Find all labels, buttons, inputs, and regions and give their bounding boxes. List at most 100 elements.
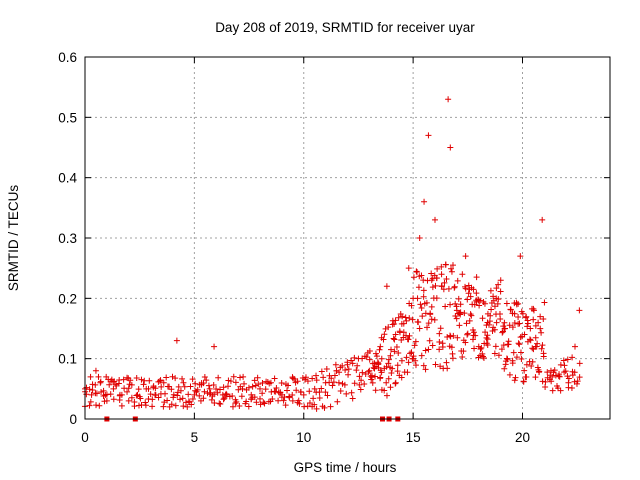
data-point — [511, 377, 518, 384]
data-point — [521, 367, 528, 374]
data-point — [404, 369, 411, 376]
data-point — [541, 299, 548, 306]
data-point — [389, 365, 396, 372]
data-point — [412, 338, 419, 345]
data-point — [180, 403, 187, 410]
data-point — [124, 388, 131, 395]
data-point — [107, 391, 114, 398]
data-point — [470, 286, 477, 293]
data-point — [479, 315, 486, 322]
data-point — [278, 379, 285, 386]
data-point — [135, 386, 142, 393]
data-point — [181, 383, 188, 390]
data-point — [381, 387, 388, 394]
data-point — [503, 300, 510, 307]
data-point — [538, 345, 545, 352]
data-point — [553, 383, 560, 390]
data-point — [411, 342, 418, 349]
data-point — [397, 310, 404, 317]
data-point — [443, 275, 450, 282]
data-point — [142, 402, 149, 409]
data-point — [295, 397, 302, 404]
data-point — [235, 386, 242, 393]
data-point — [482, 329, 489, 336]
data-point — [459, 353, 466, 360]
data-point — [480, 354, 487, 361]
data-point — [491, 350, 498, 357]
data-point — [275, 397, 282, 404]
data-point — [536, 368, 543, 375]
data-point — [454, 277, 461, 284]
data-point — [357, 386, 364, 393]
data-point — [332, 361, 339, 368]
data-point — [92, 381, 99, 388]
data-point — [493, 285, 500, 292]
data-point — [537, 325, 544, 332]
x-tick-label: 5 — [191, 430, 199, 445]
data-point — [243, 398, 250, 405]
data-point — [420, 287, 427, 294]
data-point — [428, 270, 435, 277]
data-point — [259, 380, 266, 387]
data-point — [530, 346, 537, 353]
data-point — [300, 391, 307, 398]
data-point — [342, 367, 349, 374]
data-point — [499, 329, 506, 336]
data-point — [211, 343, 218, 350]
data-point — [160, 403, 167, 410]
data-point — [428, 316, 435, 323]
data-point — [540, 316, 547, 323]
data-point — [433, 275, 440, 282]
data-point — [245, 384, 252, 391]
data-point — [385, 375, 392, 382]
data-point — [560, 357, 567, 364]
data-point — [313, 405, 320, 412]
data-point — [495, 296, 502, 303]
data-point — [106, 381, 113, 388]
data-point — [89, 387, 96, 394]
data-point — [487, 312, 494, 319]
data-point — [517, 334, 524, 341]
data-point — [140, 381, 147, 388]
data-point — [576, 374, 583, 381]
data-point — [556, 373, 563, 380]
data-point — [216, 400, 223, 407]
data-point — [414, 318, 421, 325]
data-point — [356, 381, 363, 388]
data-point — [392, 331, 399, 338]
data-point — [395, 350, 402, 357]
data-point — [349, 395, 356, 402]
data-point — [491, 326, 498, 333]
x-tick-label: 10 — [296, 430, 311, 445]
data-point — [515, 313, 522, 320]
data-point — [313, 377, 320, 384]
data-point — [522, 374, 529, 381]
data-point — [189, 396, 196, 403]
data-point — [387, 384, 394, 391]
data-point — [557, 361, 564, 368]
data-point — [191, 391, 198, 398]
data-point — [523, 313, 530, 320]
data-point — [313, 372, 320, 379]
data-point — [141, 377, 148, 384]
data-point — [245, 403, 252, 410]
data-point — [462, 283, 469, 290]
data-point — [443, 359, 450, 366]
data-point — [118, 402, 125, 409]
data-point — [477, 297, 484, 304]
data-point — [520, 378, 527, 385]
data-point — [437, 363, 444, 370]
data-point — [133, 392, 140, 399]
data-point — [473, 274, 480, 281]
data-point — [492, 343, 499, 350]
chart-title: Day 208 of 2019, SRMTID for receiver uya… — [215, 20, 475, 35]
data-point — [210, 382, 217, 389]
data-point — [549, 387, 556, 394]
data-point — [571, 369, 578, 376]
data-point — [111, 378, 118, 385]
data-point — [538, 329, 545, 336]
data-point — [168, 401, 175, 408]
data-point — [501, 319, 508, 326]
data-point — [192, 387, 199, 394]
data-point — [412, 357, 419, 364]
